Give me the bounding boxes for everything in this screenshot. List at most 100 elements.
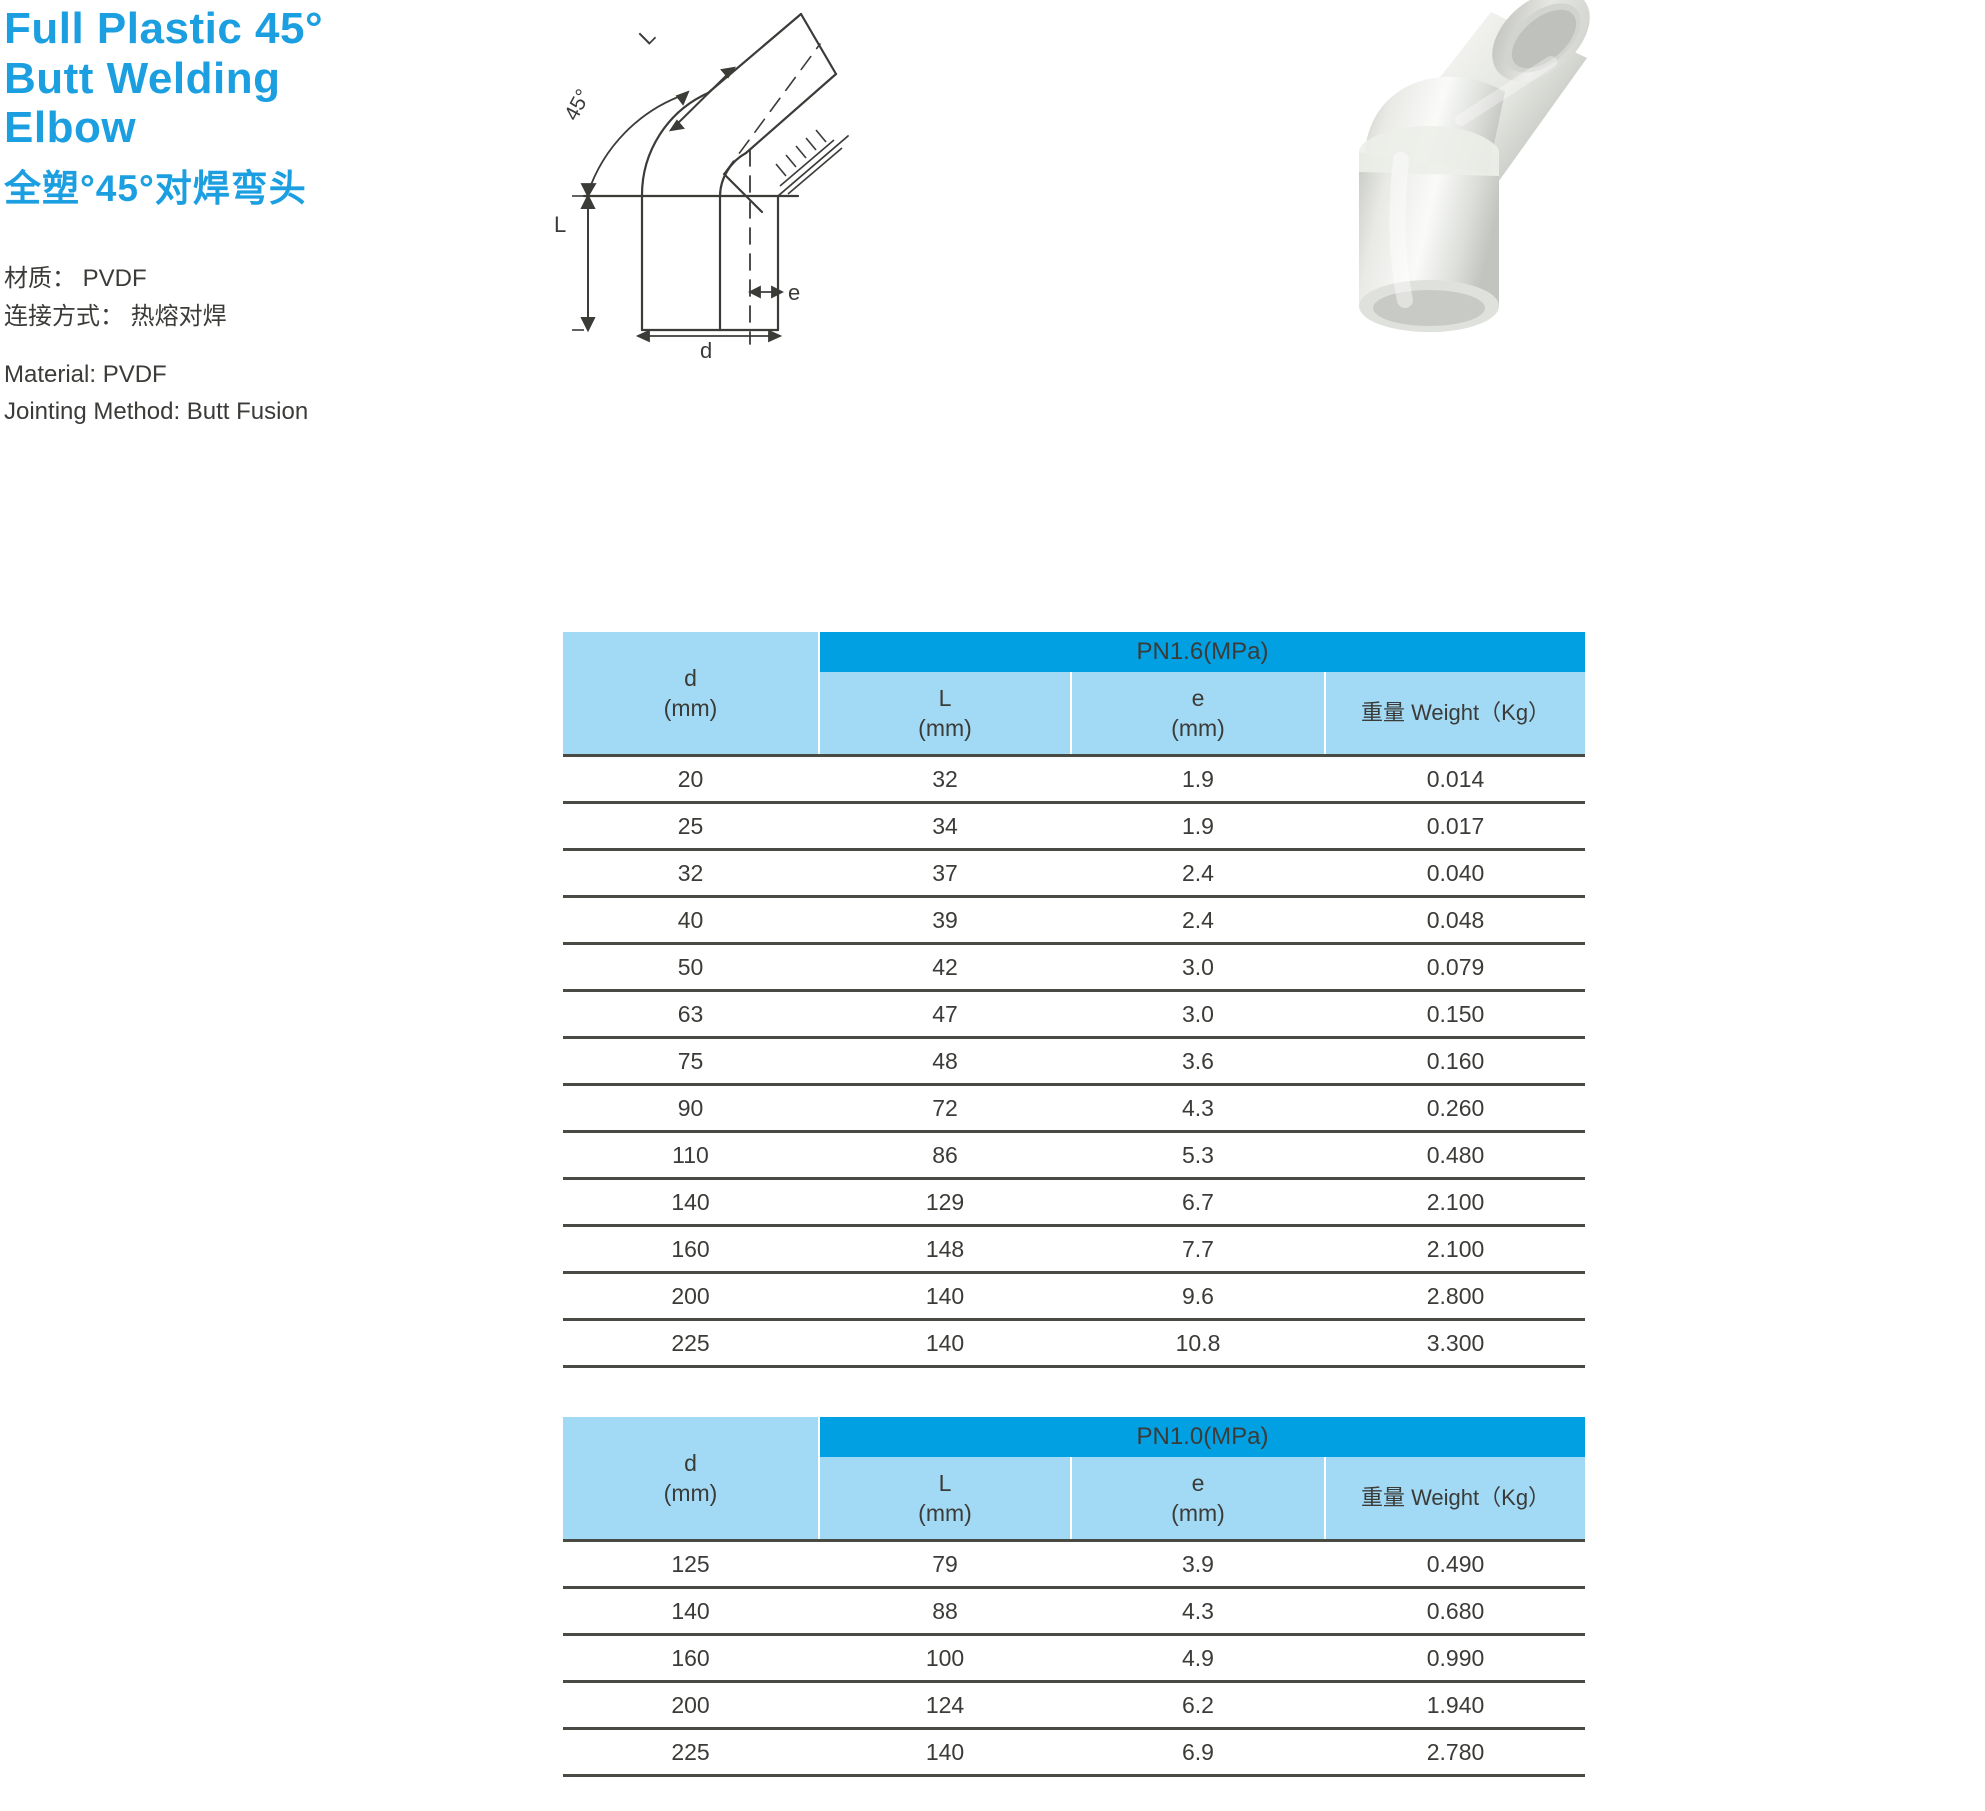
table-header-row-pn: d (mm) PN1.6(MPa): [563, 632, 1586, 757]
cell-w: 0.040: [1323, 849, 1586, 898]
drawing-label-L-top: L: [634, 23, 660, 49]
cell-L: 34: [818, 802, 1071, 851]
table-row: 110 86 5.3 0.480: [563, 1131, 1586, 1180]
cell-e: 6.9: [1070, 1728, 1325, 1777]
cell-w: 0.490: [1323, 1540, 1586, 1589]
drawing-label-d: d: [700, 338, 712, 360]
cell-L: 86: [818, 1131, 1071, 1180]
cell-L: 140: [818, 1272, 1071, 1321]
page-title-chinese: 全塑°45°对焊弯头: [4, 168, 307, 210]
cell-e: 3.0: [1070, 990, 1325, 1039]
jointing-chinese: 连接方式： 热熔对焊: [4, 303, 227, 331]
cell-w: 2.100: [1323, 1225, 1586, 1274]
cell-L: 100: [818, 1634, 1071, 1683]
cell-w: 0.990: [1323, 1634, 1586, 1683]
spec-table-pn10: d (mm) PN1.0(MPa) L (mm) e (mm) 重量 Weigh…: [563, 1417, 1586, 1777]
header-cell-weight: 重量 Weight（Kg）: [1323, 1457, 1586, 1542]
cell-w: 0.260: [1323, 1084, 1586, 1133]
cell-e: 5.3: [1070, 1131, 1325, 1180]
header-d-unit: (mm): [663, 695, 718, 721]
header-L-unit: (mm): [918, 715, 972, 741]
cell-L: 148: [818, 1225, 1071, 1274]
table-row: 75 48 3.6 0.160: [563, 1037, 1586, 1086]
cell-d: 63: [563, 990, 819, 1039]
cell-w: 0.079: [1323, 943, 1586, 992]
cell-d: 25: [563, 802, 819, 851]
drawing-label-45deg: 45°: [560, 86, 595, 125]
table-row: 225 140 10.8 3.300: [563, 1319, 1586, 1368]
cell-d: 200: [563, 1681, 819, 1730]
cell-d: 50: [563, 943, 819, 992]
table-header-row-pn: d (mm) PN1.0(MPa): [563, 1417, 1586, 1542]
table-row: 20 32 1.9 0.014: [563, 755, 1586, 804]
cell-e: 3.0: [1070, 943, 1325, 992]
header-cell-weight: 重量 Weight（Kg）: [1323, 672, 1586, 757]
table-row: 225 140 6.9 2.780: [563, 1728, 1586, 1777]
cell-L: 42: [818, 943, 1071, 992]
cell-e: 1.9: [1070, 802, 1325, 851]
table-head: d (mm) PN1.6(MPa) L (mm) e (mm) 重量 Weigh…: [563, 632, 1586, 757]
table-row: 125 79 3.9 0.490: [563, 1540, 1586, 1589]
title-line-3: Elbow: [4, 103, 137, 153]
table-row: 32 37 2.4 0.040: [563, 849, 1586, 898]
table-body-pn16: 20 32 1.9 0.014 25 34 1.9 0.017 32 37 2.4 0.040 40 39…: [563, 755, 1586, 1368]
table-row: 90 72 4.3 0.260: [563, 1084, 1586, 1133]
header-e-symbol: e: [1191, 684, 1205, 711]
spec-table-pn16: d (mm) PN1.6(MPa) L (mm) e (mm) 重量 Weigh…: [563, 632, 1586, 1368]
table-body-pn10: 125 79 3.9 0.490 140 88 4.3 0.680 160 100 4.9 0.990…: [563, 1540, 1586, 1777]
table-row: 25 34 1.9 0.017: [563, 802, 1586, 851]
table-row: 140 129 6.7 2.100: [563, 1178, 1586, 1227]
cell-w: 1.940: [1323, 1681, 1586, 1730]
cell-d: 160: [563, 1225, 819, 1274]
cell-L: 79: [818, 1540, 1071, 1589]
cell-w: 0.160: [1323, 1037, 1586, 1086]
cell-L: 72: [818, 1084, 1071, 1133]
cell-d: 32: [563, 849, 819, 898]
table-row: 50 42 3.0 0.079: [563, 943, 1586, 992]
table-row: 200 140 9.6 2.800: [563, 1272, 1586, 1321]
page-title-english: Full Plastic 45° Butt Welding Elbow: [4, 4, 564, 153]
cell-L: 47: [818, 990, 1071, 1039]
cell-e: 2.4: [1070, 849, 1325, 898]
cell-w: 0.480: [1323, 1131, 1586, 1180]
cell-L: 140: [818, 1728, 1071, 1777]
header-cell-e: e (mm): [1070, 1457, 1325, 1542]
header-cell-d: d (mm): [563, 1417, 819, 1542]
cell-e: 2.4: [1070, 896, 1325, 945]
cell-d: 140: [563, 1178, 819, 1227]
cell-e: 4.3: [1070, 1084, 1325, 1133]
table-header-row-sub: L (mm) e (mm) 重量 Weight（Kg）: [563, 672, 1586, 757]
cell-w: 0.680: [1323, 1587, 1586, 1636]
cell-d: 140: [563, 1587, 819, 1636]
cell-w: 0.150: [1323, 990, 1586, 1039]
cell-d: 225: [563, 1728, 819, 1777]
table-row: 160 100 4.9 0.990: [563, 1634, 1586, 1683]
cell-e: 4.3: [1070, 1587, 1325, 1636]
drawing-label-L-bottom: L: [554, 212, 566, 237]
cell-e: 7.7: [1070, 1225, 1325, 1274]
cell-L: 48: [818, 1037, 1071, 1086]
header-cell-L: L (mm): [818, 672, 1071, 757]
cell-d: 225: [563, 1319, 819, 1368]
header-cell-pressure-rating: PN1.0(MPa): [817, 1417, 1586, 1457]
cell-d: 125: [563, 1540, 819, 1589]
cell-L: 32: [818, 755, 1071, 804]
cell-w: 2.100: [1323, 1178, 1586, 1227]
header-e-unit: (mm): [1171, 715, 1225, 741]
header-d-symbol: d: [684, 664, 697, 691]
elbow-lower-leg: [1359, 126, 1499, 332]
cell-d: 20: [563, 755, 819, 804]
cell-L: 129: [818, 1178, 1071, 1227]
cell-L: 140: [818, 1319, 1071, 1368]
material-english: Material: PVDF: [4, 361, 167, 389]
cell-e: 4.9: [1070, 1634, 1325, 1683]
header-cell-d: d (mm): [563, 632, 819, 757]
header-cell-pressure-rating: PN1.6(MPa): [817, 632, 1586, 672]
cell-w: 0.017: [1323, 802, 1586, 851]
title-line-2: Butt Welding: [4, 53, 281, 103]
header-d-symbol: d: [684, 1449, 697, 1476]
header-d-unit: (mm): [663, 1480, 718, 1506]
cell-e: 1.9: [1070, 755, 1325, 804]
header-cell-L: L (mm): [818, 1457, 1071, 1542]
header-L-symbol: L: [938, 684, 952, 711]
